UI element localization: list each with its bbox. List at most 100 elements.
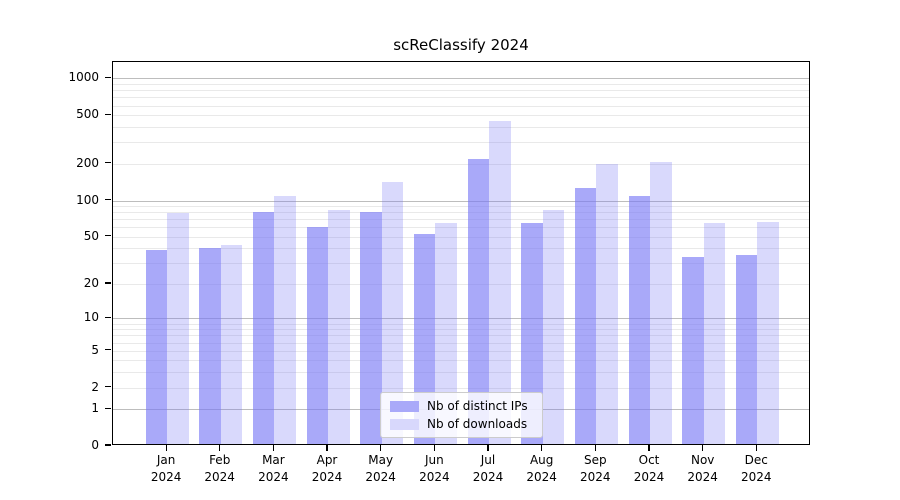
y-tick-label-200: 200	[76, 155, 99, 170]
x-tick-label-line: 2024	[526, 469, 557, 484]
gridline-9	[113, 323, 809, 325]
gridline-40	[113, 248, 809, 250]
gridline-80	[113, 212, 809, 214]
gridline-10	[113, 318, 809, 320]
x-tick-2	[219, 445, 221, 451]
gridline-700	[113, 97, 809, 99]
bar-downloads-dec	[757, 221, 779, 444]
x-tick-4	[326, 445, 328, 451]
x-tick-label-11: Nov 2024	[670, 452, 736, 485]
gridline-8	[113, 329, 809, 331]
x-tick-label-line: May	[368, 453, 394, 467]
x-tick-label-4: Apr 2024	[294, 452, 360, 485]
x-tick-label-line: Dec	[744, 453, 768, 467]
legend: Nb of distinct IPs Nb of downloads	[380, 392, 543, 438]
y-tick-0	[105, 444, 111, 446]
y-tick-label-10: 10	[83, 310, 99, 325]
y-tick-5	[105, 349, 111, 351]
y-tick-20	[105, 282, 111, 284]
bar-distinct-ips-sep	[574, 188, 597, 444]
gridline-800	[113, 90, 809, 92]
bar-distinct-ips-aug	[521, 223, 543, 444]
gridline-7	[113, 335, 809, 337]
x-tick-label-line: Jun	[425, 453, 444, 467]
y-tick-label-100: 100	[76, 192, 99, 207]
y-tick-10	[105, 316, 111, 318]
x-tick-label-2: Feb 2024	[187, 452, 253, 485]
y-tick-label-2: 2	[91, 379, 99, 394]
x-tick-label-12: Dec 2024	[723, 452, 789, 485]
gridline-200	[113, 163, 809, 165]
gridline-60	[113, 227, 809, 229]
y-tick-label-0: 0	[91, 438, 99, 452]
x-tick-12	[755, 445, 757, 451]
plot-area	[112, 61, 810, 445]
x-tick-label-line: Feb	[209, 453, 231, 467]
x-tick-label-line: 2024	[258, 469, 289, 484]
x-tick-label-1: Jan 2024	[133, 452, 199, 485]
y-tick-label-50: 50	[83, 228, 99, 243]
legend-label-distinct-ips: Nb of distinct IPs	[427, 399, 528, 413]
y-tick-label-20: 20	[83, 276, 99, 290]
y-tick-1000	[105, 76, 111, 78]
bar-downloads-nov	[703, 223, 726, 444]
gridline-1000	[113, 78, 809, 80]
x-tick-9	[594, 445, 596, 451]
gridline-400	[113, 127, 809, 129]
x-tick-label-10: Oct 2024	[616, 452, 682, 485]
x-tick-label-line: Mar	[262, 453, 285, 467]
bar-distinct-ips-jul	[467, 158, 489, 444]
gridline-50	[113, 236, 809, 238]
y-tick-label-1000: 1000	[68, 70, 99, 85]
x-tick-label-line: 2024	[150, 469, 182, 484]
x-tick-label-line: Apr	[316, 453, 338, 467]
gridline-5	[113, 350, 809, 352]
chart-title: scReClassify 2024	[393, 36, 529, 54]
x-tick-1	[165, 445, 167, 451]
gridline-300	[113, 142, 809, 144]
x-tick-label-3: Mar 2024	[240, 452, 306, 485]
legend-item-distinct-ips: Nb of distinct IPs	[390, 397, 533, 415]
x-tick-label-line: 2024	[365, 469, 396, 484]
x-tick-label-line: Oct	[638, 453, 660, 467]
legend-swatch-distinct-ips	[390, 400, 419, 412]
y-tick-100	[105, 198, 111, 201]
gridline-90	[113, 206, 809, 207]
x-tick-label-5: May 2024	[348, 452, 414, 485]
x-tick-label-line: Jan	[156, 453, 176, 467]
legend-item-downloads: Nb of downloads	[390, 415, 533, 433]
gridline-100	[113, 200, 809, 202]
x-tick-label-line: Aug	[529, 453, 554, 467]
x-tick-label-line: 2024	[741, 469, 772, 484]
gridline-500	[113, 115, 809, 117]
x-tick-6	[433, 445, 435, 451]
bar-downloads-feb	[220, 244, 243, 444]
bar-downloads-sep	[596, 164, 618, 444]
bar-downloads-mar	[274, 195, 296, 444]
bar-distinct-ips-jan	[145, 249, 168, 444]
x-tick-5	[380, 445, 382, 451]
bar-distinct-ips-nov	[682, 256, 704, 444]
y-tick-200	[105, 162, 111, 164]
bar-downloads-may	[381, 181, 404, 444]
y-tick-2	[105, 386, 111, 388]
bar-distinct-ips-apr	[306, 227, 328, 444]
bar-downloads-apr	[328, 209, 350, 444]
bar-downloads-jul	[489, 121, 511, 444]
x-tick-label-line: 2024	[311, 469, 343, 484]
bar-distinct-ips-feb	[199, 248, 221, 444]
x-tick-label-line: 2024	[580, 469, 611, 484]
y-tick-label-500: 500	[76, 107, 99, 122]
x-tick-label-line: 2024	[419, 469, 450, 484]
x-tick-label-line: 2024	[633, 469, 665, 484]
x-tick-label-line: Sep	[583, 453, 607, 467]
y-tick-label-5: 5	[91, 342, 99, 357]
x-tick-label-line: 2024	[204, 469, 235, 484]
x-tick-label-line: 2024	[687, 469, 718, 484]
legend-label-downloads: Nb of downloads	[427, 417, 528, 431]
y-tick-50	[105, 235, 111, 237]
y-tick-1	[105, 407, 111, 409]
gridline-70	[113, 219, 809, 221]
x-tick-label-line: Nov	[690, 453, 715, 467]
